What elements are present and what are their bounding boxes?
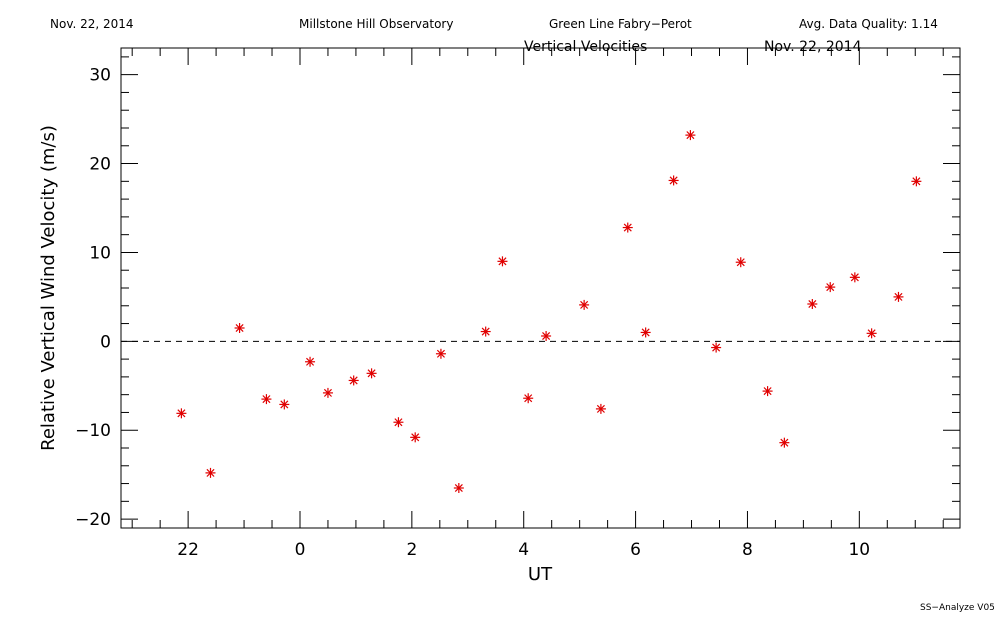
data-point	[523, 393, 534, 404]
x-tick-label: 4	[518, 540, 529, 560]
y-tick-label: 0	[100, 332, 111, 352]
y-tick-label: 10	[89, 243, 111, 263]
header-date: Nov. 22, 2014	[50, 17, 134, 31]
header-instrument: Green Line Fabry−Perot	[549, 17, 692, 31]
y-tick-labels: −20 −10 0 10 20 30	[75, 66, 111, 530]
data-point	[579, 299, 590, 310]
data-point	[735, 257, 746, 268]
header-data-quality: Avg. Data Quality: 1.14	[799, 17, 938, 31]
data-point	[668, 175, 679, 186]
data-point	[779, 437, 790, 448]
data-point	[261, 394, 272, 405]
y-tick-label: 30	[89, 66, 111, 86]
data-point	[640, 327, 651, 338]
x-tick-label: 6	[630, 540, 641, 560]
data-point	[807, 299, 818, 309]
y-tick-label: −10	[75, 421, 111, 441]
data-point	[279, 399, 290, 410]
data-point	[205, 467, 216, 478]
data-point	[366, 368, 377, 379]
data-point	[825, 282, 836, 293]
data-point	[480, 326, 491, 337]
data-point	[762, 386, 773, 397]
software-version: SS−Analyze V05	[920, 603, 995, 613]
data-point	[435, 348, 446, 359]
data-point	[893, 291, 904, 302]
data-point	[866, 328, 877, 339]
plot-date: Nov. 22, 2014	[764, 39, 862, 55]
data-point	[497, 256, 508, 267]
data-point	[234, 323, 245, 333]
data-point	[685, 130, 696, 141]
data-point	[453, 483, 464, 493]
data-point	[348, 375, 359, 386]
x-tick-label: 8	[742, 540, 753, 560]
plot-title: Vertical Velocities	[524, 39, 648, 55]
data-point	[176, 408, 187, 419]
x-tick-label: 10	[848, 540, 870, 560]
x-axis-title: UT	[528, 564, 553, 585]
data-point	[393, 417, 404, 428]
data-point	[711, 342, 722, 353]
data-point	[622, 222, 633, 233]
data-point	[322, 387, 333, 398]
data-point	[595, 403, 606, 414]
plot-frame	[120, 47, 961, 529]
data-point	[849, 272, 860, 283]
data-point	[911, 176, 922, 187]
data-points	[176, 130, 922, 493]
y-tick-label: 20	[89, 155, 111, 175]
x-tick-labels: 22 0 2 4 6 8 10	[177, 540, 870, 560]
header-observatory: Millstone Hill Observatory	[299, 17, 454, 31]
y-tick-label: −20	[75, 510, 111, 530]
data-point	[541, 331, 552, 341]
data-point	[305, 356, 316, 367]
y-axis-title: Relative Vertical Wind Velocity (m/s)	[38, 125, 59, 451]
x-tick-label: 22	[177, 540, 199, 560]
x-tick-label: 0	[295, 540, 306, 560]
x-tick-label: 2	[406, 540, 417, 560]
axis-ticks	[121, 48, 960, 528]
data-point	[410, 432, 421, 443]
